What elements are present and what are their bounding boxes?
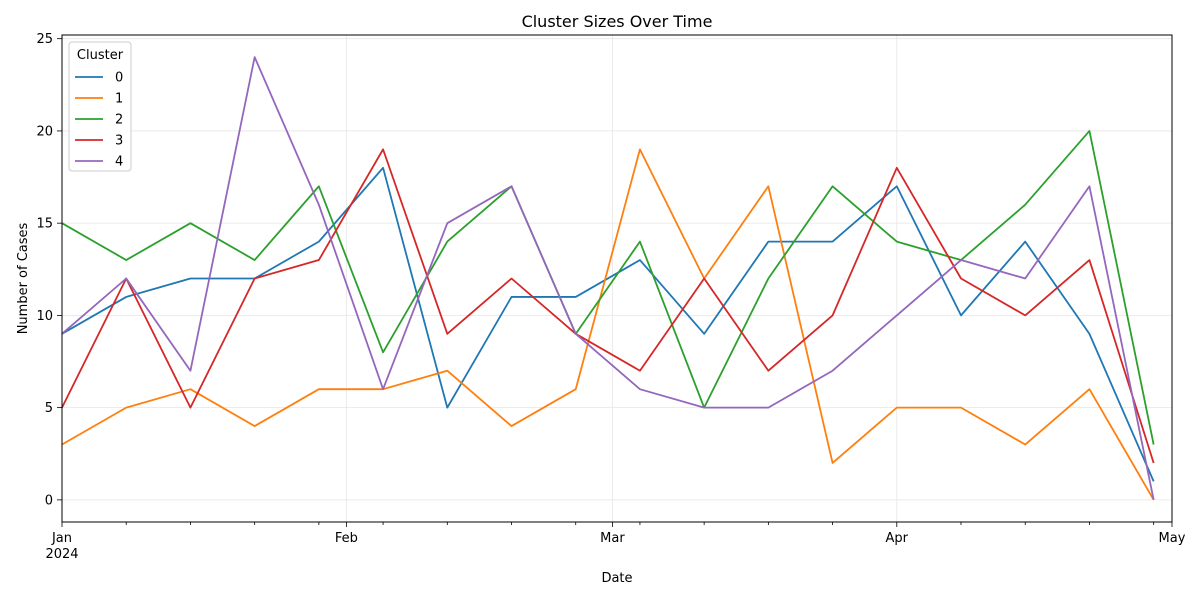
y-tick-label: 5: [45, 401, 53, 416]
series-line-4: [61, 56, 1155, 501]
y-tick-label: 25: [36, 32, 53, 47]
legend-label-2: 2: [115, 113, 123, 128]
y-axis-label: Number of Cases: [16, 222, 31, 334]
legend-title: Cluster: [77, 48, 124, 63]
legend-label-0: 0: [115, 71, 123, 86]
y-tick-label: 15: [36, 217, 53, 232]
legend-label-3: 3: [115, 134, 123, 149]
series-line-2: [61, 130, 1155, 445]
chart-title: Cluster Sizes Over Time: [522, 12, 713, 31]
x-tick-sublabel: 2024: [45, 547, 78, 562]
x-tick-label: Feb: [335, 531, 358, 546]
y-tick-label: 20: [36, 124, 53, 139]
series-line-1: [61, 148, 1155, 501]
x-tick-label: May: [1159, 531, 1186, 546]
legend: Cluster 0 1 2 3 4: [68, 41, 132, 172]
x-tick-label: Apr: [886, 531, 909, 546]
legend-label-4: 4: [115, 155, 123, 170]
series-lines: [61, 56, 1155, 501]
series-line-3: [61, 148, 1155, 464]
legend-box: [68, 41, 132, 172]
plot-frame: [61, 34, 1173, 523]
y-axis: 0 5 10 15 20 25: [36, 32, 62, 508]
x-axis-label: Date: [601, 571, 632, 586]
y-tick-label: 0: [45, 493, 53, 508]
series-line-0: [61, 166, 1155, 482]
y-tick-label: 10: [36, 309, 53, 324]
legend-label-1: 1: [115, 92, 123, 107]
x-tick-label: Mar: [600, 531, 625, 546]
x-tick-label: Jan: [51, 531, 72, 546]
